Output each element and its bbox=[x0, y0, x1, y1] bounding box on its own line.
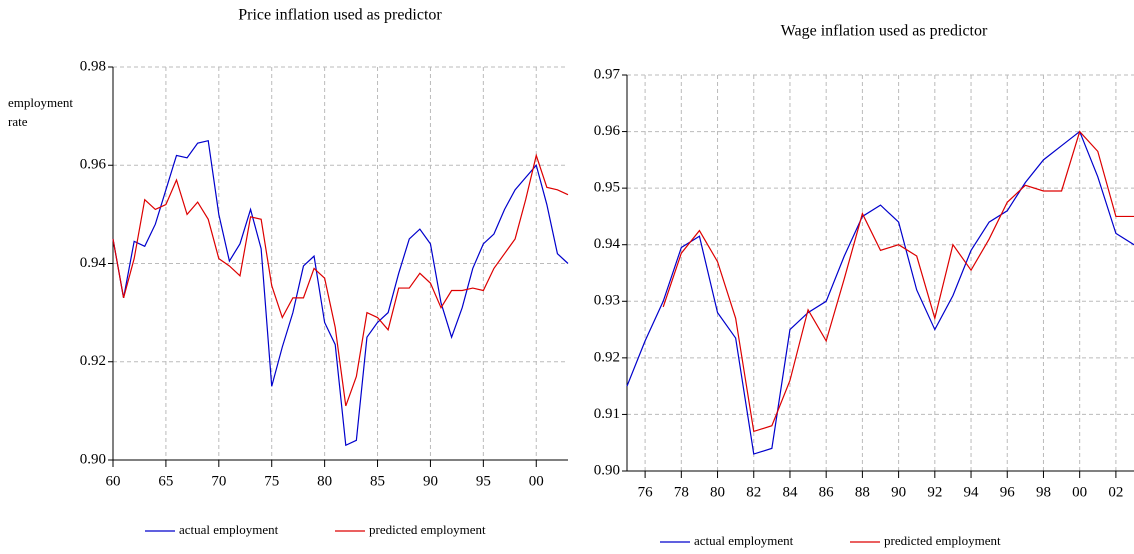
y-axis-label: rate bbox=[8, 114, 28, 129]
legend-label: predicted employment bbox=[369, 522, 486, 537]
y-tick-label: 0.90 bbox=[594, 462, 620, 478]
series-line bbox=[662, 130, 1134, 433]
x-tick-label: 98 bbox=[1036, 484, 1051, 500]
y-tick-label: 0.91 bbox=[594, 406, 620, 422]
legend-label: actual employment bbox=[179, 522, 279, 537]
x-tick-label: 80 bbox=[317, 473, 332, 489]
y-tick-label: 0.94 bbox=[594, 236, 621, 252]
x-tick-label: 02 bbox=[1108, 484, 1123, 500]
x-tick-label: 96 bbox=[1000, 484, 1016, 500]
y-tick-label: 0.95 bbox=[594, 180, 620, 196]
x-tick-label: 88 bbox=[855, 484, 870, 500]
x-tick-label: 78 bbox=[674, 484, 689, 500]
y-tick-label: 0.96 bbox=[594, 123, 621, 139]
y-tick-label: 0.92 bbox=[594, 349, 620, 365]
series-line bbox=[112, 153, 569, 407]
legend-label: actual employment bbox=[694, 533, 794, 548]
x-tick-label: 95 bbox=[476, 473, 491, 489]
y-axis-label: employment bbox=[8, 95, 73, 110]
y-tick-label: 0.97 bbox=[594, 66, 621, 82]
x-tick-label: 70 bbox=[211, 473, 226, 489]
x-tick-label: 84 bbox=[782, 484, 798, 500]
x-tick-label: 94 bbox=[964, 484, 980, 500]
x-tick-label: 90 bbox=[423, 473, 438, 489]
x-tick-label: 00 bbox=[1072, 484, 1087, 500]
x-tick-label: 90 bbox=[891, 484, 906, 500]
x-tick-label: 92 bbox=[927, 484, 942, 500]
x-tick-label: 76 bbox=[638, 484, 654, 500]
y-tick-label: 0.93 bbox=[594, 293, 620, 309]
chart-title: Price inflation used as predictor bbox=[238, 7, 442, 24]
x-tick-label: 85 bbox=[370, 473, 385, 489]
legend-label: predicted employment bbox=[884, 533, 1001, 548]
y-tick-label: 0.96 bbox=[80, 157, 107, 173]
y-tick-label: 0.98 bbox=[80, 58, 106, 74]
y-tick-label: 0.94 bbox=[80, 255, 107, 271]
y-tick-label: 0.90 bbox=[80, 451, 106, 467]
series-line bbox=[112, 139, 569, 447]
chart-title: Wage inflation used as predictor bbox=[781, 23, 988, 40]
x-tick-label: 75 bbox=[264, 473, 279, 489]
x-tick-label: 00 bbox=[529, 473, 544, 489]
x-tick-label: 86 bbox=[819, 484, 835, 500]
x-tick-label: 82 bbox=[746, 484, 761, 500]
series-line bbox=[626, 130, 1134, 455]
y-tick-label: 0.92 bbox=[80, 353, 106, 369]
x-tick-label: 65 bbox=[158, 473, 173, 489]
x-tick-label: 80 bbox=[710, 484, 725, 500]
x-tick-label: 60 bbox=[106, 473, 121, 489]
